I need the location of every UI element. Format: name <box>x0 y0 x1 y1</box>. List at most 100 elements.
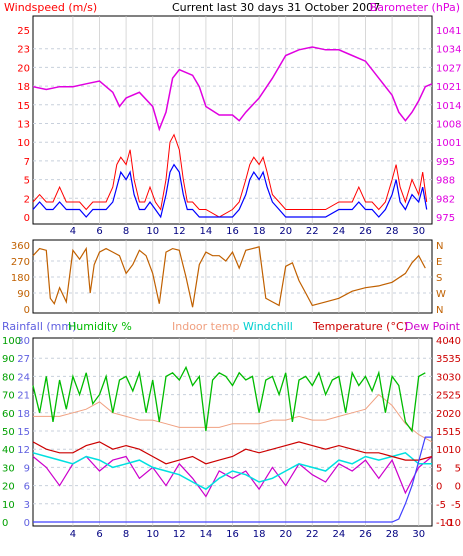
indoor-temp-line <box>33 393 433 443</box>
day-tick-label: 30 <box>412 529 425 540</box>
humidity-tick-label: 30 <box>2 463 15 474</box>
temperature-tick-label: 30 <box>448 372 461 383</box>
dew-point-line <box>32 455 433 498</box>
day-tick-label: 12 <box>173 529 186 540</box>
temperature-tick-label: 0 <box>436 482 442 493</box>
direction-degree-tick-label: 270 <box>11 257 30 268</box>
barometer-tick-label: 1027 <box>436 63 461 74</box>
wind-day-tick-labels: 4 6 8 10 12 14 16 18 20 22 24 26 28 30 <box>70 226 425 237</box>
temperature-tick-label: 5 <box>455 463 461 474</box>
day-tick-label: 30 <box>412 226 425 237</box>
temperature-tick-label: 40 <box>436 336 449 347</box>
barometer-tick-label: 982 <box>436 194 455 205</box>
temperature-tick-label: 15 <box>436 427 449 438</box>
windchill-line <box>32 451 432 491</box>
direction-compass-tick-label: W <box>436 289 446 300</box>
windspeed-line <box>32 163 428 219</box>
windspeed-tick-label: 7 <box>24 157 30 168</box>
day-tick-label: 22 <box>306 529 319 540</box>
day-tick-label: 26 <box>359 226 372 237</box>
barometer-tick-label: 1014 <box>436 101 461 112</box>
direction-compass-tick-label: N <box>436 241 443 252</box>
temperature-tick-label: -10 <box>445 518 461 529</box>
rainfall-tick-label: 6 <box>24 482 30 493</box>
legend-temperature: Temperature (°C) <box>312 320 408 333</box>
temperature-tick-label: -5 <box>451 500 461 511</box>
day-tick-label: 20 <box>279 529 292 540</box>
legend-indoor-temp: Indoor temp <box>172 320 239 333</box>
humidity-tick-labels: 0 10 20 30 40 50 60 70 80 90 100 <box>2 336 21 529</box>
rainfall-tick-labels: 0 3 6 9 12 15 18 21 24 27 30 <box>17 336 30 529</box>
rainfall-tick-label: 15 <box>17 427 30 438</box>
windspeed-tick-label: 25 <box>17 26 30 37</box>
windspeed-tick-label: 0 <box>24 213 30 224</box>
day-tick-label: 6 <box>96 226 102 237</box>
humidity-tick-label: 80 <box>2 372 15 383</box>
temperature-left-tick-labels: -10 -5 0 5 10 15 20 25 30 35 40 <box>436 336 452 529</box>
rainfall-tick-label: 12 <box>17 445 30 456</box>
barometer-tick-label: 988 <box>436 176 455 187</box>
day-tick-label: 4 <box>70 226 76 237</box>
day-tick-label: 16 <box>226 226 239 237</box>
rainfall-tick-label: 3 <box>24 500 30 511</box>
day-tick-label: 20 <box>279 226 292 237</box>
barometer-axis-title: Barometer (hPa) <box>370 1 460 14</box>
direction-degree-tick-label: 90 <box>17 289 30 300</box>
humidity-tick-label: 40 <box>2 445 15 456</box>
humidity-tick-label: 50 <box>2 427 15 438</box>
direction-degree-tick-label: 0 <box>24 305 30 316</box>
barometer-tick-label: 1041 <box>436 26 461 37</box>
barometer-tick-label: 975 <box>436 213 455 224</box>
temperature-tick-label: 35 <box>448 354 461 365</box>
rainfall-tick-label: 18 <box>17 409 30 420</box>
day-tick-label: 24 <box>333 529 346 540</box>
direction-degree-tick-labels: 0 90 180 270 360 <box>11 241 30 316</box>
legend-windchill: Windchill <box>243 320 293 333</box>
temperature-day-tick-labels: 4 6 8 10 12 14 16 18 20 22 24 26 28 30 <box>70 529 425 540</box>
day-tick-label: 8 <box>123 529 129 540</box>
temperature-line <box>32 441 433 465</box>
panel3-legend: Rainfall (mm) Humidity % Indoor temp Win… <box>2 320 461 333</box>
rainfall-tick-label: 24 <box>17 372 30 383</box>
day-tick-label: 8 <box>123 226 129 237</box>
barometer-line <box>32 46 433 132</box>
humidity-tick-label: 20 <box>2 482 15 493</box>
direction-degree-tick-label: 180 <box>11 273 30 284</box>
direction-degree-tick-label: 360 <box>11 241 30 252</box>
rainfall-tick-label: 0 <box>24 518 30 529</box>
temperature-tick-label: 5 <box>436 463 442 474</box>
windspeed-tick-label: 18 <box>17 82 30 93</box>
temperature-tick-label: 20 <box>448 409 461 420</box>
windspeed-tick-label: 5 <box>24 176 30 187</box>
barometer-tick-label: 995 <box>436 157 455 168</box>
temperature-tick-label: -10 <box>436 518 452 529</box>
wind-gust-line <box>32 133 428 218</box>
direction-compass-tick-label: S <box>436 273 442 284</box>
day-tick-label: 18 <box>253 529 266 540</box>
wind-vertical-gridlines <box>72 16 420 224</box>
rainfall-tick-label: 27 <box>17 354 30 365</box>
temperature-tick-label: 15 <box>448 427 461 438</box>
day-tick-label: 14 <box>200 226 213 237</box>
day-tick-label: 24 <box>333 226 346 237</box>
temperature-vertical-gridlines <box>72 338 420 526</box>
day-tick-label: 10 <box>146 226 159 237</box>
windspeed-tick-label: 15 <box>17 101 30 112</box>
humidity-tick-label: 0 <box>2 518 8 529</box>
legend-rainfall: Rainfall (mm) <box>2 320 76 333</box>
chart-title: Current last 30 days 31 October 2007 <box>172 1 380 14</box>
humidity-tick-label: 10 <box>2 500 15 511</box>
day-tick-label: 4 <box>70 529 76 540</box>
day-tick-label: 14 <box>200 529 213 540</box>
temperature-tick-label: 40 <box>448 336 461 347</box>
day-tick-label: 6 <box>96 529 102 540</box>
humidity-tick-label: 100 <box>2 336 21 347</box>
day-tick-label: 26 <box>359 529 372 540</box>
barometer-tick-label: 1034 <box>436 45 461 56</box>
barometer-tick-label: 1001 <box>436 138 461 149</box>
temperature-tick-label: 20 <box>436 409 449 420</box>
